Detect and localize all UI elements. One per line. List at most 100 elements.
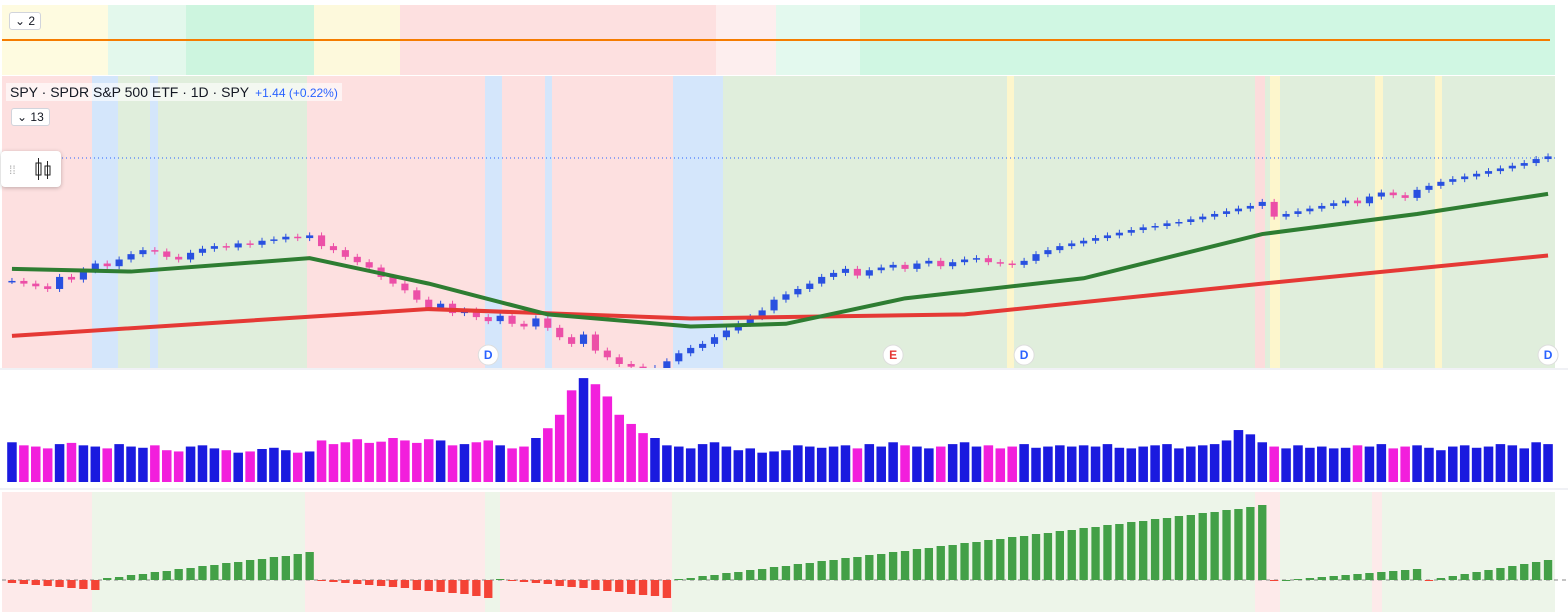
indicators-toggle[interactable]: ⌄ 13 bbox=[11, 108, 50, 126]
histogram-bar bbox=[1484, 570, 1493, 580]
candle bbox=[508, 315, 516, 324]
volume-bar bbox=[1495, 444, 1506, 482]
histogram-bar bbox=[341, 580, 350, 583]
volume-bar bbox=[257, 449, 267, 482]
candle bbox=[937, 260, 945, 267]
volume-bar bbox=[459, 444, 470, 482]
candle bbox=[710, 337, 719, 344]
candle bbox=[1044, 250, 1052, 255]
volume-bar bbox=[1364, 446, 1375, 482]
histogram-bar bbox=[43, 580, 52, 586]
candle bbox=[627, 363, 635, 367]
histogram-bar bbox=[912, 549, 922, 580]
candle bbox=[1175, 222, 1183, 224]
candle bbox=[44, 286, 52, 289]
volume-bar bbox=[114, 444, 124, 482]
histogram-bar bbox=[1412, 569, 1422, 580]
candle bbox=[877, 267, 885, 271]
volume-bar bbox=[209, 448, 220, 482]
candle bbox=[687, 347, 695, 354]
volume-bar bbox=[852, 448, 863, 482]
histogram-bar bbox=[662, 580, 672, 598]
histogram-bar bbox=[174, 569, 183, 580]
histogram-bar bbox=[1234, 509, 1243, 580]
candle bbox=[818, 276, 826, 284]
histogram-bar bbox=[329, 580, 338, 582]
histogram-bar bbox=[1317, 577, 1326, 580]
histogram-bar bbox=[1043, 533, 1053, 580]
volume-bar bbox=[1186, 446, 1196, 482]
histogram-bar bbox=[1246, 507, 1255, 580]
volume-bar bbox=[1519, 448, 1529, 482]
histogram-bar bbox=[186, 568, 195, 580]
candle bbox=[1508, 165, 1516, 169]
histogram-bar bbox=[1019, 536, 1029, 580]
histogram-bar bbox=[55, 580, 64, 587]
histogram-bar bbox=[996, 539, 1005, 580]
event-marker bbox=[1013, 344, 1035, 366]
candle bbox=[972, 258, 981, 260]
candle bbox=[79, 270, 87, 280]
histogram-bar bbox=[722, 573, 731, 580]
volume-bar bbox=[1448, 446, 1458, 482]
histogram-bar bbox=[436, 580, 445, 592]
histogram-bar bbox=[757, 569, 767, 580]
volume-bar bbox=[947, 444, 958, 482]
candle bbox=[615, 357, 623, 364]
candle bbox=[901, 264, 909, 269]
histogram-bar bbox=[126, 575, 136, 580]
candle bbox=[1080, 240, 1088, 244]
symbol-title: SPY · SPDR S&P 500 ETF · 1D · SPY bbox=[10, 84, 250, 100]
histogram-bar bbox=[7, 580, 17, 583]
candle bbox=[341, 250, 349, 257]
candle bbox=[317, 235, 326, 247]
histogram-bar bbox=[543, 580, 552, 584]
volume-bar bbox=[1114, 447, 1125, 482]
histogram-bar bbox=[877, 554, 886, 580]
histogram-bar bbox=[531, 580, 541, 583]
pane-toggle[interactable]: ⌄ 2 bbox=[9, 12, 42, 30]
histogram-bar bbox=[376, 580, 386, 586]
histogram-bar bbox=[400, 580, 410, 588]
volume-bar bbox=[1174, 448, 1184, 482]
candle bbox=[556, 327, 564, 338]
candle bbox=[770, 299, 778, 311]
chart-style-button[interactable]: ⁞⁞ bbox=[1, 151, 61, 187]
candle bbox=[353, 256, 361, 263]
candle bbox=[984, 258, 992, 263]
hist-bands bbox=[2, 492, 1568, 612]
volume-bar bbox=[1066, 446, 1077, 482]
volume-bar bbox=[1019, 444, 1029, 482]
volume-bar bbox=[971, 446, 982, 482]
volume-bar bbox=[292, 452, 303, 482]
candle bbox=[758, 310, 766, 318]
histogram-bar bbox=[1174, 516, 1184, 580]
volume-bar bbox=[281, 450, 291, 482]
volume-bar bbox=[578, 378, 589, 482]
pane-count: 2 bbox=[28, 14, 36, 28]
volume-bar bbox=[1352, 445, 1363, 482]
volume-bar bbox=[1043, 446, 1053, 482]
histogram-bar bbox=[210, 565, 219, 580]
price-change: +1.44 (+0.22%) bbox=[255, 86, 338, 100]
histogram-bar bbox=[365, 580, 374, 585]
histogram-bar bbox=[924, 548, 934, 580]
candle bbox=[722, 330, 730, 338]
volume-bar bbox=[1412, 445, 1422, 482]
histogram-bar bbox=[1091, 527, 1100, 580]
histogram-bar bbox=[305, 552, 314, 580]
candle bbox=[401, 283, 409, 291]
candle bbox=[1091, 238, 1100, 241]
histogram-bar bbox=[1448, 576, 1457, 580]
candle bbox=[1103, 235, 1112, 239]
volume-bar bbox=[1483, 446, 1494, 482]
histogram-bar bbox=[103, 578, 112, 580]
candle bbox=[1270, 201, 1278, 217]
volume-bar bbox=[816, 447, 827, 482]
candle bbox=[960, 259, 969, 263]
candle bbox=[163, 251, 171, 257]
candle bbox=[1353, 200, 1362, 204]
histogram-bar bbox=[1460, 574, 1469, 580]
volume-bar bbox=[566, 390, 577, 482]
candle bbox=[1342, 200, 1350, 204]
